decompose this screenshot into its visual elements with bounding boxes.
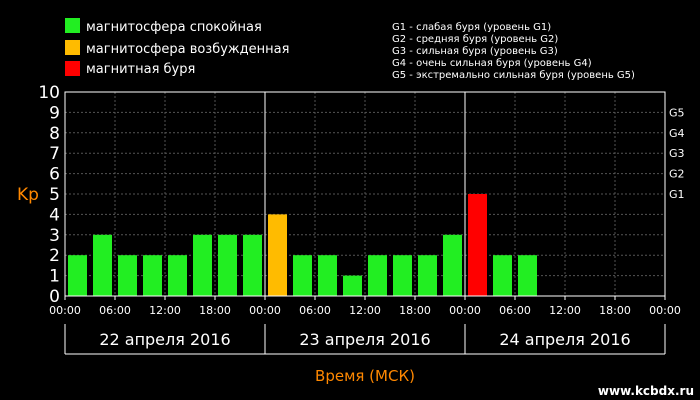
kp-bar xyxy=(468,194,487,296)
storm-scale-g5: G5 - экстремально сильная буря (уровень … xyxy=(392,70,635,81)
storm-level-label: G5 xyxy=(669,106,685,119)
kp-bar xyxy=(418,255,437,296)
storm-level-label: G1 xyxy=(669,188,685,201)
kp-bar xyxy=(168,255,187,296)
legend-swatch-storm xyxy=(65,61,80,76)
time-tick-label: 12:00 xyxy=(349,304,381,317)
y-tick-label: 1 xyxy=(49,267,60,287)
day-label: 24 апреля 2016 xyxy=(499,330,630,349)
time-tick-label: 18:00 xyxy=(599,304,631,317)
kp-bar xyxy=(443,234,462,296)
storm-level-label: G3 xyxy=(669,147,685,160)
storm-level-label: G4 xyxy=(669,127,685,140)
watermark: www.kcbdx.ru xyxy=(598,384,694,398)
time-tick-label: 00:00 xyxy=(49,304,81,317)
time-tick-label: 00:00 xyxy=(449,304,481,317)
kp-bar xyxy=(243,234,262,296)
day-labels: 22 апреля 2016 23 апреля 2016 24 апреля 20… xyxy=(64,324,666,355)
legend-swatch-active xyxy=(65,40,80,55)
kp-bar xyxy=(393,255,412,296)
time-tick-label: 18:00 xyxy=(399,304,431,317)
bars xyxy=(68,194,537,296)
y-tick-label: 3 xyxy=(49,226,60,246)
storm-level-tick-labels: G1 G2 G3 G4 G5 xyxy=(669,106,685,201)
kp-bar xyxy=(268,214,287,296)
legend-label-quiet: магнитосфера спокойная xyxy=(86,20,262,35)
storm-scale-g1: G1 - слабая буря (уровень G1) xyxy=(392,22,551,33)
storm-scale: G1 - слабая буря (уровень G1) G2 - средн… xyxy=(392,22,635,81)
time-tick-label: 00:00 xyxy=(249,304,281,317)
time-tick-label: 06:00 xyxy=(99,304,131,317)
legend: магнитосфера спокойная магнитосфера возб… xyxy=(65,18,289,77)
y-tick-label: 6 xyxy=(49,165,60,185)
kp-bar xyxy=(493,255,512,296)
legend-label-active: магнитосфера возбужденная xyxy=(86,42,289,57)
kp-bar xyxy=(293,255,312,296)
kp-bar xyxy=(318,255,337,296)
kp-bar xyxy=(343,275,362,296)
day-label: 22 апреля 2016 xyxy=(99,330,230,349)
time-tick-label: 18:00 xyxy=(199,304,231,317)
y-axis-label: Kp xyxy=(17,185,39,205)
day-label: 23 апреля 2016 xyxy=(299,330,430,349)
y-tick-label: 8 xyxy=(49,124,60,144)
storm-scale-g2: G2 - средняя буря (уровень G2) xyxy=(392,34,558,45)
legend-swatch-quiet xyxy=(65,18,80,33)
y-tick-label: 9 xyxy=(49,103,60,123)
kp-bar xyxy=(68,255,87,296)
time-tick-label: 06:00 xyxy=(499,304,531,317)
storm-level-label: G2 xyxy=(669,168,685,181)
time-tick-label: 12:00 xyxy=(149,304,181,317)
y-tick-label: 0 xyxy=(49,287,60,307)
kp-bar xyxy=(218,234,237,296)
kp-bar xyxy=(93,234,112,296)
y-tick-label: 4 xyxy=(49,205,60,225)
storm-scale-g3: G3 - сильная буря (уровень G3) xyxy=(392,46,558,57)
y-tick-label: 7 xyxy=(49,144,60,164)
grid xyxy=(65,91,665,296)
storm-scale-g4: G4 - очень сильная буря (уровень G4) xyxy=(392,58,592,69)
plot-frame xyxy=(64,91,666,300)
kp-bar xyxy=(518,255,537,296)
y-tick-label: 2 xyxy=(49,246,60,266)
time-tick-label: 06:00 xyxy=(299,304,331,317)
time-tick-labels: 00:00 06:00 12:00 18:00 00:00 06:00 12:00 18:00… xyxy=(49,304,681,317)
kp-bar xyxy=(118,255,137,296)
time-tick-label: 12:00 xyxy=(549,304,581,317)
legend-label-storm: магнитная буря xyxy=(86,62,195,77)
kp-bar xyxy=(368,255,387,296)
y-tick-label: 10 xyxy=(38,83,60,103)
y-tick-label: 5 xyxy=(49,185,60,205)
kp-bar xyxy=(193,234,212,296)
time-tick-label: 00:00 xyxy=(649,304,681,317)
x-axis-label: Время (МСК) xyxy=(315,367,415,385)
kp-bar xyxy=(143,255,162,296)
